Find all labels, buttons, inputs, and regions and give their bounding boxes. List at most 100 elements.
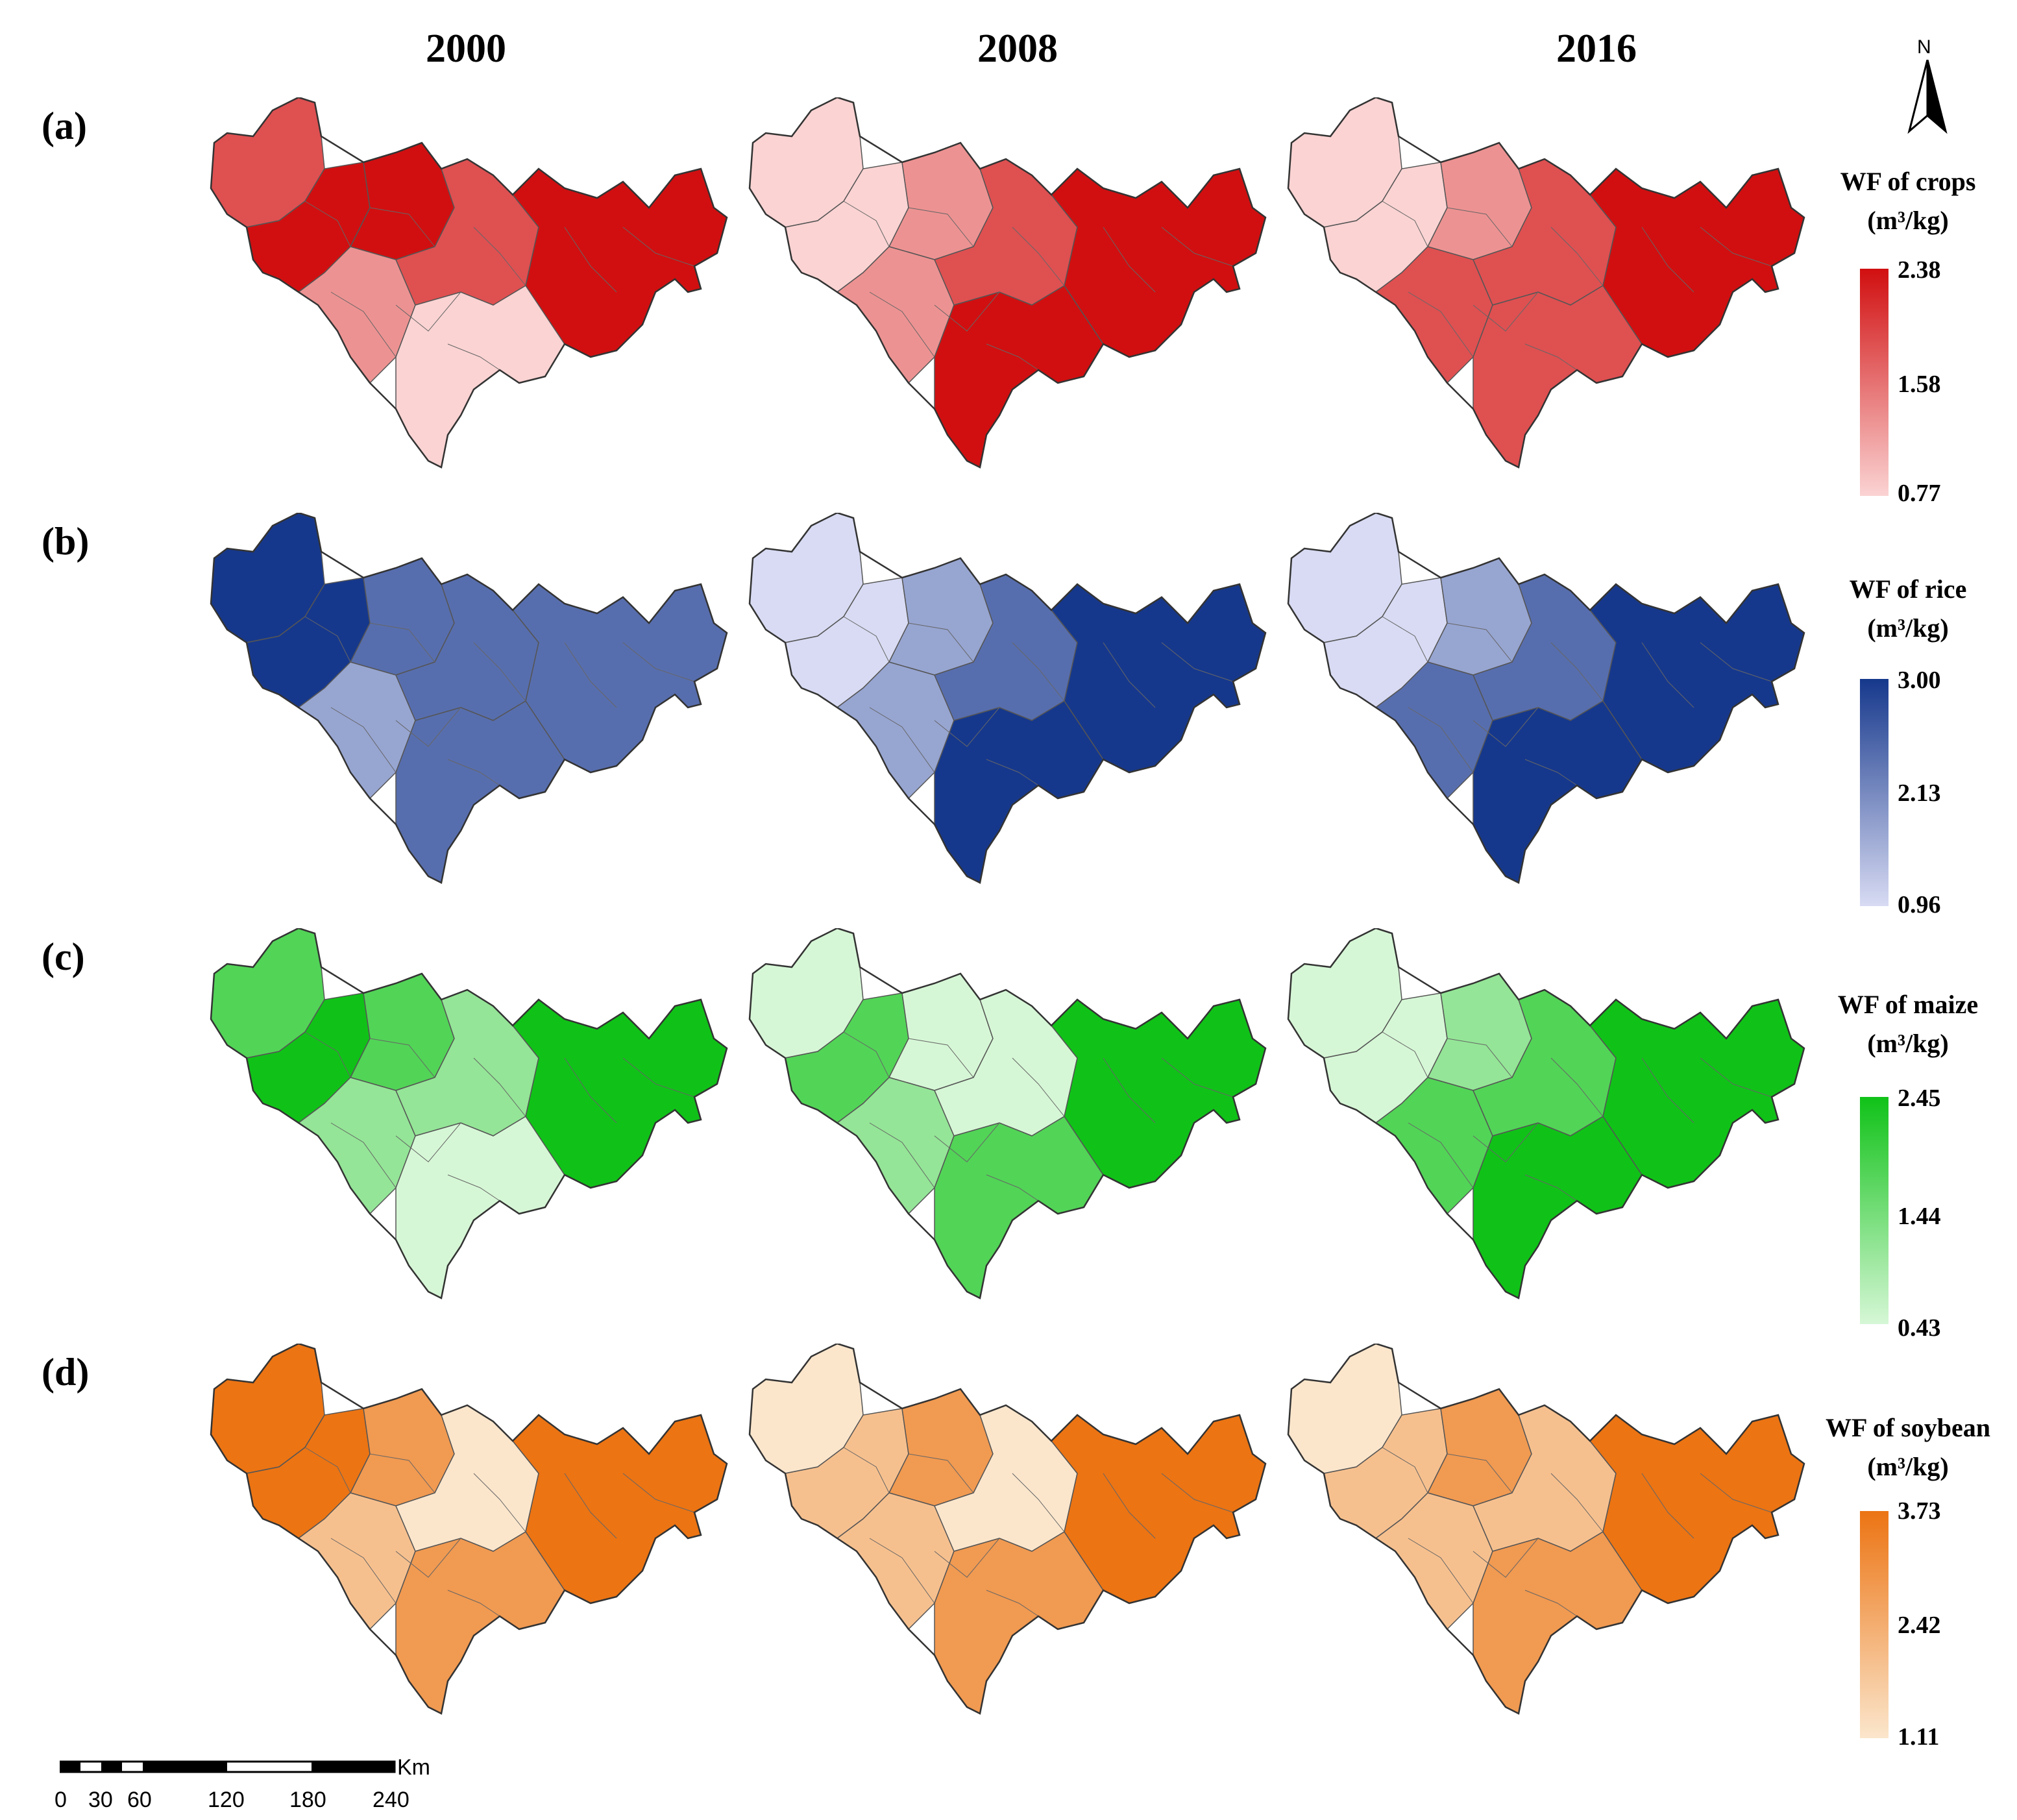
county-boundary	[843, 201, 890, 247]
legend-title-rice-text: WF of rice	[1849, 574, 1967, 604]
region-south-rice-2008	[934, 700, 1104, 884]
legend-title-maize-text: WF of maize	[1837, 990, 1979, 1019]
county-boundary	[1524, 1590, 1578, 1617]
county-boundary	[1408, 291, 1474, 358]
legend-mid-maize: 1.44	[1898, 1203, 1941, 1230]
scale-tick-180: 180	[289, 1788, 326, 1812]
county-boundary	[304, 201, 351, 247]
county-boundary	[473, 642, 526, 702]
county-boundary	[1700, 1057, 1772, 1098]
legend-colorbar-crops	[1860, 269, 1889, 496]
county-boundary	[1524, 759, 1578, 786]
region-south-maize-2008	[934, 1115, 1104, 1299]
map-soybean-2000	[210, 1344, 728, 1715]
county-boundary	[1641, 642, 1694, 708]
county-boundary	[330, 291, 397, 358]
province-outline	[748, 513, 1267, 884]
map-maize-2000	[210, 928, 728, 1299]
legend-title-crops: WF of crops (m³/kg)	[1804, 162, 2012, 240]
county-boundary	[843, 1447, 890, 1494]
map-rice-2008	[748, 513, 1267, 884]
province-outline	[748, 97, 1267, 469]
county-boundary	[1550, 1473, 1604, 1532]
county-boundary	[1382, 616, 1428, 663]
region-south-soybean-2000	[395, 1531, 565, 1715]
county-boundary	[330, 1538, 397, 1604]
legend-unit-crops: (m³/kg)	[1867, 206, 1949, 235]
county-boundary	[1103, 227, 1156, 293]
county-boundary	[1012, 642, 1065, 702]
county-boundary	[395, 291, 461, 332]
county-boundary	[395, 1538, 461, 1578]
region-south-rice-2000	[395, 700, 565, 884]
county-boundary	[1408, 1122, 1474, 1188]
legend-colorbar-soybean	[1860, 1511, 1889, 1738]
legend-unit-soybean: (m³/kg)	[1867, 1452, 1949, 1481]
county-boundary	[1473, 707, 1539, 747]
county-boundary	[447, 1174, 500, 1201]
legend-unit-rice: (m³/kg)	[1867, 613, 1949, 643]
county-boundary	[1447, 1453, 1513, 1494]
region-south-crops-2016	[1473, 284, 1643, 469]
county-boundary	[1161, 1473, 1234, 1513]
county-boundary	[1524, 1174, 1578, 1201]
county-boundary	[1161, 1057, 1234, 1098]
province-outline	[210, 513, 728, 884]
north-arrow-icon	[1907, 60, 1948, 134]
county-boundary	[986, 343, 1039, 371]
legend-title-rice: WF of rice (m³/kg)	[1804, 570, 2012, 648]
county-boundary	[330, 1122, 397, 1188]
county-boundary	[908, 622, 974, 663]
province-outline	[210, 97, 728, 469]
county-boundary	[473, 1473, 526, 1532]
legend-unit-maize: (m³/kg)	[1867, 1029, 1949, 1058]
year-header-2016: 2016	[1556, 27, 1637, 71]
county-boundary	[908, 207, 974, 247]
county-boundary	[564, 642, 617, 708]
county-boundary	[369, 622, 435, 663]
county-boundary	[1382, 201, 1428, 247]
map-crops-2008	[748, 97, 1267, 469]
region-south-rice-2016	[1473, 700, 1643, 884]
county-boundary	[1012, 1057, 1065, 1117]
legend-colorbar-rice	[1860, 679, 1889, 906]
map-maize-2008	[748, 928, 1267, 1299]
map-rice-2016	[1287, 513, 1805, 884]
county-boundary	[1161, 642, 1234, 682]
county-boundary	[1700, 1473, 1772, 1513]
legend-max-rice: 3.00	[1898, 667, 1941, 694]
county-boundary	[908, 1038, 974, 1078]
scale-bar: Km 0 30 60 120 180 240	[55, 1755, 488, 1812]
north-label: N	[1917, 36, 1931, 58]
county-boundary	[395, 707, 461, 747]
region-south-crops-2008	[934, 284, 1104, 469]
county-boundary	[1641, 1057, 1694, 1124]
panel-label-c: (c)	[42, 935, 85, 978]
county-boundary	[330, 707, 397, 773]
county-boundary	[1524, 343, 1578, 371]
county-boundary	[1641, 227, 1694, 293]
province-outline	[748, 1344, 1267, 1715]
panel-label-d: (d)	[42, 1351, 90, 1394]
county-boundary	[986, 1590, 1039, 1617]
legend-mid-crops: 1.58	[1898, 371, 1941, 398]
legend-title-soybean: WF of soybean (m³/kg)	[1791, 1408, 2017, 1486]
north-arrow: N	[1901, 36, 1953, 134]
province-outline	[210, 1344, 728, 1715]
scale-tick-60: 60	[127, 1788, 152, 1812]
county-boundary	[869, 291, 935, 358]
legend-min-crops: 0.77	[1898, 480, 1941, 507]
county-boundary	[1382, 1031, 1428, 1078]
legend-max-maize: 2.45	[1898, 1085, 1941, 1112]
county-boundary	[1012, 227, 1065, 286]
map-soybean-2008	[748, 1344, 1267, 1715]
county-boundary	[622, 227, 695, 267]
county-boundary	[447, 343, 500, 371]
legend-title-maize: WF of maize (m³/kg)	[1804, 985, 2012, 1063]
county-boundary	[869, 1122, 935, 1188]
legend-max-crops: 2.38	[1898, 256, 1941, 284]
province-outline	[748, 928, 1267, 1299]
county-boundary	[1447, 207, 1513, 247]
county-boundary	[1473, 1122, 1539, 1162]
county-boundary	[1700, 642, 1772, 682]
